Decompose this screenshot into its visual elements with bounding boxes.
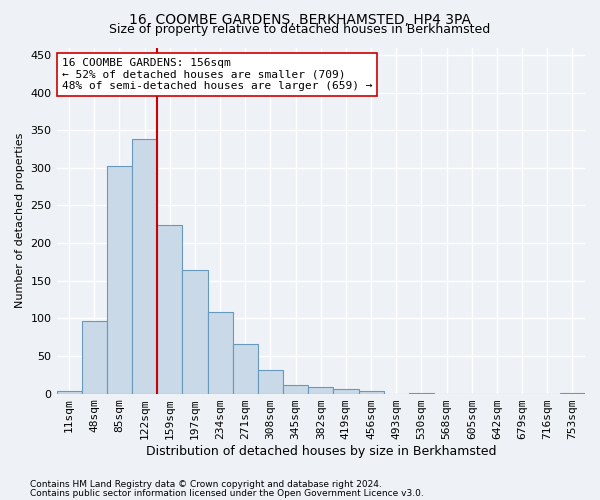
Text: Contains public sector information licensed under the Open Government Licence v3: Contains public sector information licen…: [30, 488, 424, 498]
Bar: [334, 389, 359, 394]
Bar: [56, 392, 82, 394]
Text: 16, COOMBE GARDENS, BERKHAMSTED, HP4 3PA: 16, COOMBE GARDENS, BERKHAMSTED, HP4 3PA: [129, 12, 471, 26]
Bar: [157, 225, 182, 394]
Bar: [560, 393, 585, 394]
Bar: [208, 312, 233, 394]
Bar: [283, 386, 308, 394]
Text: Size of property relative to detached houses in Berkhamsted: Size of property relative to detached ho…: [109, 22, 491, 36]
Bar: [132, 140, 157, 394]
Y-axis label: Number of detached properties: Number of detached properties: [15, 133, 25, 308]
Bar: [359, 390, 383, 394]
Text: 16 COOMBE GARDENS: 156sqm
← 52% of detached houses are smaller (709)
48% of semi: 16 COOMBE GARDENS: 156sqm ← 52% of detac…: [62, 58, 373, 91]
X-axis label: Distribution of detached houses by size in Berkhamsted: Distribution of detached houses by size …: [146, 444, 496, 458]
Bar: [82, 320, 107, 394]
Bar: [107, 166, 132, 394]
Bar: [258, 370, 283, 394]
Bar: [409, 393, 434, 394]
Bar: [308, 387, 334, 394]
Text: Contains HM Land Registry data © Crown copyright and database right 2024.: Contains HM Land Registry data © Crown c…: [30, 480, 382, 489]
Bar: [233, 344, 258, 394]
Bar: [182, 270, 208, 394]
